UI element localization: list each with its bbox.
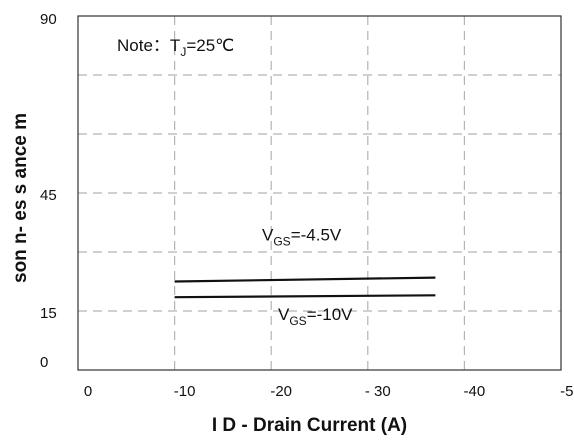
y-tick-label: 45 xyxy=(40,187,57,204)
series-lines xyxy=(174,276,436,299)
series-label-vgs-10v: VGS=-10V xyxy=(278,305,353,328)
y-tick-label: 15 xyxy=(40,305,57,322)
series-line-0 xyxy=(174,276,436,283)
y-axis-title: son n- es s ance m xyxy=(10,113,31,283)
grid xyxy=(78,16,561,370)
y-tick-label: 0 xyxy=(40,354,48,371)
plot-area xyxy=(77,15,562,371)
x-tick-label: -50 xyxy=(560,383,574,400)
series-line-1 xyxy=(174,294,436,299)
tick-labels: 0 -10 -20 - 30 -40 -50 90 45 15 0 xyxy=(40,11,574,400)
x-tick-label: - 30 xyxy=(365,383,391,400)
note-annotation: Note：TJ=25℃ xyxy=(117,36,234,59)
x-tick-label: 0 xyxy=(84,383,92,400)
x-tick-label: -20 xyxy=(270,383,292,400)
series-label-vgs-4-5v: VGS=-4.5V xyxy=(262,226,342,249)
y-tick-label: 90 xyxy=(40,11,57,28)
x-tick-label: -40 xyxy=(464,383,486,400)
x-tick-label: -10 xyxy=(174,383,196,400)
x-axis-title: I D - Drain Current (A) xyxy=(212,415,407,436)
